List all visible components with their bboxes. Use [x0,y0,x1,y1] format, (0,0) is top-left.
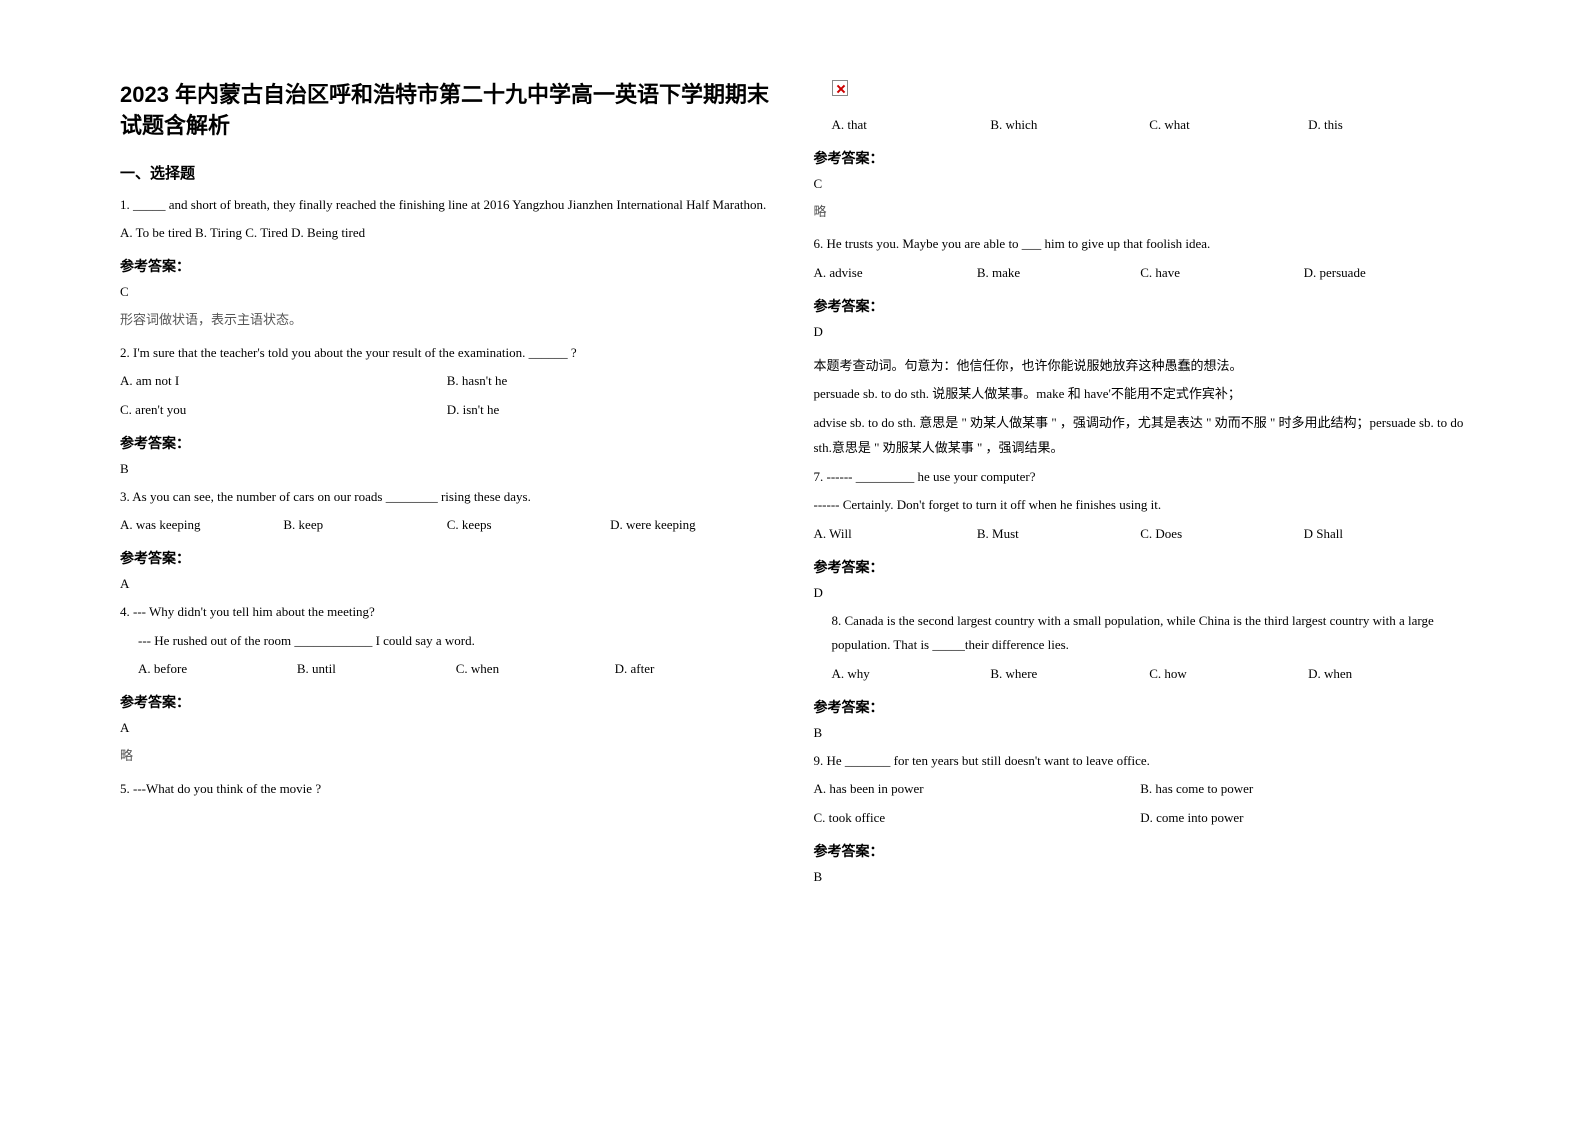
q2-stem: 2. I'm sure that the teacher's told you … [120,341,774,366]
q7-answer: D [814,585,1468,601]
q3-stem: 3. As you can see, the number of cars on… [120,485,774,510]
q3-opt-b: B. keep [283,513,446,538]
answer-label: 参考答案： [814,296,1468,316]
q7-opt-a: A. Will [814,522,977,547]
q4-options: A. before B. until C. when D. after [120,657,774,682]
q2-opt-a: A. am not I [120,369,447,394]
q8-stem: 8. Canada is the second largest country … [814,609,1468,658]
q9-opt-b: B. has come to power [1140,777,1467,802]
right-column: A. that B. which C. what D. this 参考答案： C… [794,80,1488,1082]
q4-opt-c: C. when [456,657,615,682]
q4-opt-a: A. before [138,657,297,682]
q1-stem: 1. _____ and short of breath, they final… [120,193,774,218]
q5-opt-a: A. that [832,113,991,138]
q6-options: A. advise B. make C. have D. persuade [814,261,1468,286]
q9-options-row2: C. took office D. come into power [814,806,1468,831]
q8-answer: B [814,725,1468,741]
q7-stem2: ------ Certainly. Don't forget to turn i… [814,493,1468,518]
q3-answer: A [120,576,774,592]
q4-opt-d: D. after [615,657,774,682]
document-title: 2023 年内蒙古自治区呼和浩特市第二十九中学高一英语下学期期末试题含解析 [120,80,774,142]
q5-explanation: 略 [814,200,1468,225]
answer-label: 参考答案： [814,148,1468,168]
answer-label: 参考答案： [120,692,774,712]
q6-opt-b: B. make [977,261,1140,286]
q4-stem2: --- He rushed out of the room __________… [120,629,774,654]
answer-label: 参考答案： [120,548,774,568]
q3-opt-c: C. keeps [447,513,610,538]
q1-options: A. To be tired B. Tiring C. Tired D. Bei… [120,221,774,246]
answer-label: 参考答案： [120,433,774,453]
q2-options-row1: A. am not I B. hasn't he [120,369,774,394]
q2-opt-b: B. hasn't he [447,369,774,394]
q9-opt-c: C. took office [814,806,1141,831]
q5-opt-b: B. which [990,113,1149,138]
q7-opt-c: C. Does [1140,522,1303,547]
q4-opt-b: B. until [297,657,456,682]
q2-answer: B [120,461,774,477]
answer-label: 参考答案： [814,697,1468,717]
q4-answer: A [120,720,774,736]
q4-explanation: 略 [120,744,774,769]
q5-stem: 5. ---What do you think of the movie ? [120,777,774,802]
q6-stem: 6. He trusts you. Maybe you are able to … [814,232,1468,257]
q5-opt-c: C. what [1149,113,1308,138]
q9-stem: 9. He _______ for ten years but still do… [814,749,1468,774]
q6-opt-c: C. have [1140,261,1303,286]
q9-options-row1: A. has been in power B. has come to powe… [814,777,1468,802]
q9-opt-d: D. come into power [1140,806,1467,831]
q5-answer: C [814,176,1468,192]
q8-opt-c: C. how [1149,662,1308,687]
q6-opt-a: A. advise [814,261,977,286]
q3-opt-a: A. was keeping [120,513,283,538]
q6-opt-d: D. persuade [1304,261,1467,286]
answer-label: 参考答案： [120,256,774,276]
q5-opt-d: D. this [1308,113,1467,138]
q8-opt-b: B. where [990,662,1149,687]
q2-opt-d: D. isn't he [447,398,774,423]
q2-options-row2: C. aren't you D. isn't he [120,398,774,423]
answer-label: 参考答案： [814,841,1468,861]
q9-opt-a: A. has been in power [814,777,1141,802]
q8-opt-a: A. why [832,662,991,687]
q8-opt-d: D. when [1308,662,1467,687]
q6-expl1: 本题考查动词。句意为：他信任你，也许你能说服她放弃这种愚蠢的想法。 [814,354,1468,379]
left-column: 2023 年内蒙古自治区呼和浩特市第二十九中学高一英语下学期期末试题含解析 一、… [100,80,794,1082]
q9-answer: B [814,869,1468,885]
broken-image-icon [832,80,848,96]
q1-explanation: 形容词做状语，表示主语状态。 [120,308,774,333]
q6-answer: D [814,324,1468,340]
q7-opt-d: D Shall [1304,522,1467,547]
q6-expl2: persuade sb. to do sth. 说服某人做某事。make 和 h… [814,382,1468,407]
answer-label: 参考答案： [814,557,1468,577]
q3-opt-d: D. were keeping [610,513,773,538]
q3-options: A. was keeping B. keep C. keeps D. were … [120,513,774,538]
section-header: 一、选择题 [120,162,774,183]
q4-stem1: 4. --- Why didn't you tell him about the… [120,600,774,625]
q7-opt-b: B. Must [977,522,1140,547]
q7-options: A. Will B. Must C. Does D Shall [814,522,1468,547]
q2-opt-c: C. aren't you [120,398,447,423]
q6-expl3: advise sb. to do sth. 意思是 " 劝某人做某事 " ，强调… [814,411,1468,460]
q1-answer: C [120,284,774,300]
q7-stem1: 7. ------ _________ he use your computer… [814,465,1468,490]
q5-options: A. that B. which C. what D. this [814,113,1468,138]
q8-options: A. why B. where C. how D. when [814,662,1468,687]
